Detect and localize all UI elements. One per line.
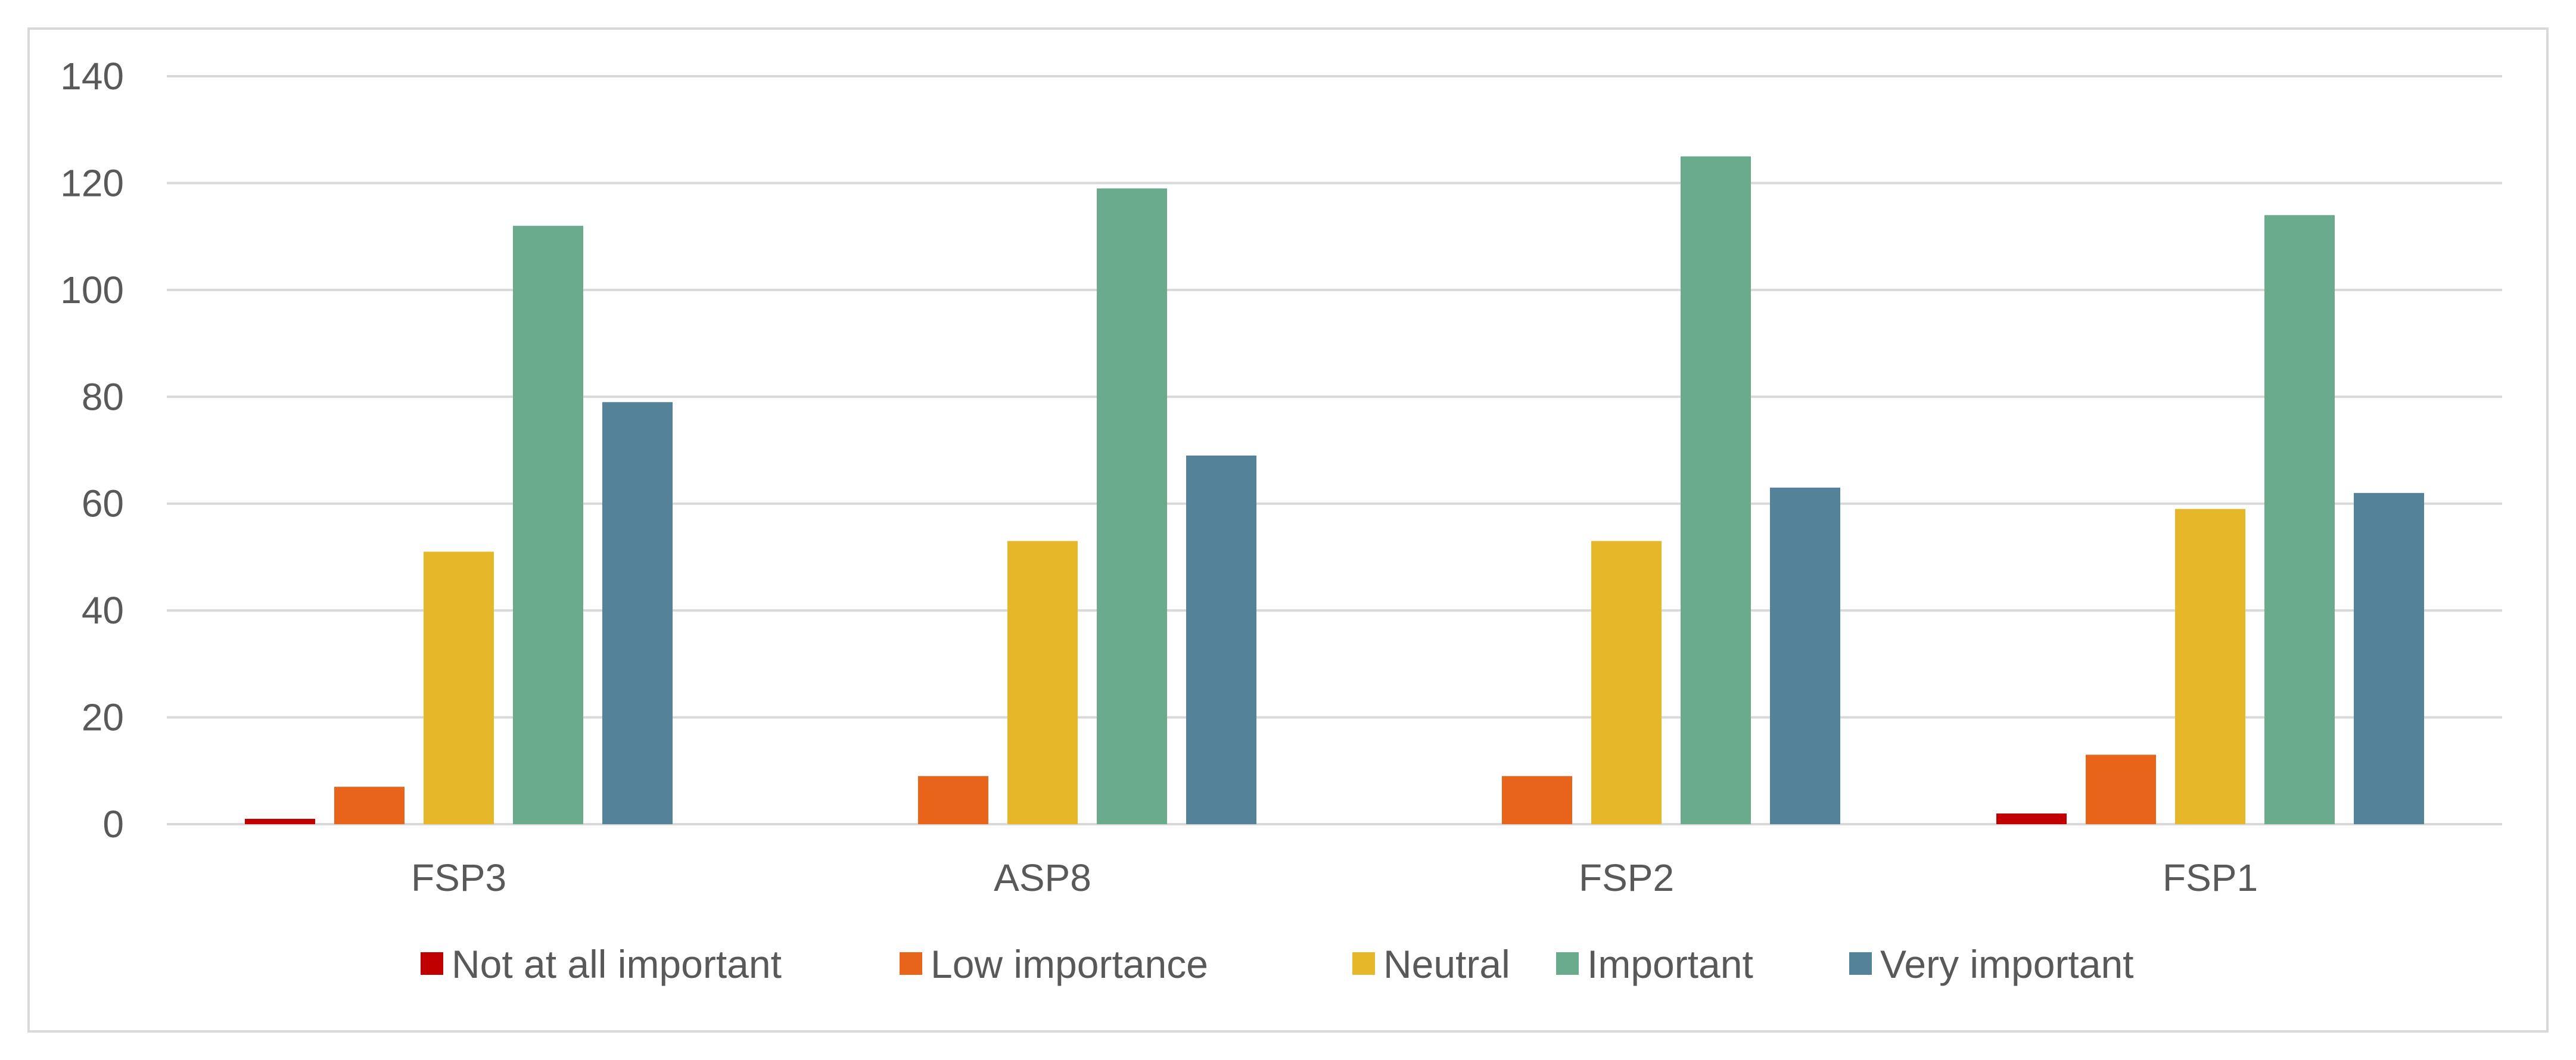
legend-swatch <box>900 952 922 975</box>
bar-fsp3-important <box>513 226 583 824</box>
bar-asp8-important <box>1097 188 1167 824</box>
y-tick-label: 60 <box>82 482 124 525</box>
bar-fsp1-neutral <box>2175 509 2245 824</box>
legend-item[interactable]: Low importance <box>900 942 1208 986</box>
bar-fsp3-very-important <box>602 402 673 824</box>
y-tick-label: 20 <box>82 696 124 739</box>
bar-asp8-very-important <box>1186 455 1256 824</box>
bar-fsp1-important <box>2264 215 2335 824</box>
legend-swatch <box>421 952 443 975</box>
x-tick-label: FSP1 <box>2163 856 2258 899</box>
legend-label: Neutral <box>1383 942 1510 986</box>
bar-fsp3-not-at-all-important <box>245 819 315 824</box>
x-axis-ticks: FSP3 ASP8 FSP2 FSP1 <box>411 856 2258 899</box>
bar-asp8-neutral <box>1007 541 1078 824</box>
bar-fsp2-important <box>1681 156 1751 825</box>
legend-label: Not at all important <box>452 942 782 986</box>
y-tick-label: 80 <box>82 375 124 418</box>
bar-fsp3-low-importance <box>334 787 405 824</box>
y-tick-label: 140 <box>60 55 124 98</box>
bar-fsp2-low-importance <box>1502 776 1572 824</box>
bar-asp8-low-importance <box>918 776 988 824</box>
legend-item[interactable]: Neutral <box>1352 942 1510 986</box>
x-tick-label: FSP2 <box>1579 856 1674 899</box>
y-tick-label: 100 <box>60 269 124 311</box>
y-tick-label: 0 <box>102 803 124 846</box>
legend: Not at all important Low importance Neutra… <box>421 942 2134 986</box>
chart-frame <box>27 27 2549 1033</box>
y-tick-label: 40 <box>82 589 124 632</box>
bar-fsp3-neutral <box>424 551 494 824</box>
legend-item[interactable]: Very important <box>1849 942 2134 986</box>
legend-label: Low importance <box>931 942 1208 986</box>
x-tick-label: ASP8 <box>994 856 1091 899</box>
x-tick-label: FSP3 <box>411 856 506 899</box>
bar-fsp1-very-important <box>2354 492 2424 824</box>
legend-swatch <box>1556 952 1579 975</box>
legend-label: Very important <box>1880 942 2134 986</box>
bar-fsp2-neutral <box>1591 541 1662 824</box>
legend-label: Important <box>1587 942 1753 986</box>
bar-fsp2-very-important <box>1770 487 1840 824</box>
y-tick-label: 120 <box>60 161 124 204</box>
bar-fsp1-low-importance <box>2086 755 2156 824</box>
legend-swatch <box>1849 952 1872 975</box>
y-axis-ticks: 0 20 40 60 80 100 120 140 <box>60 55 124 846</box>
legend-item[interactable]: Important <box>1556 942 1753 986</box>
legend-swatch <box>1352 952 1375 975</box>
legend-item[interactable]: Not at all important <box>421 942 782 986</box>
bar-fsp1-not-at-all-important <box>1996 813 2067 824</box>
bars <box>245 156 2424 825</box>
